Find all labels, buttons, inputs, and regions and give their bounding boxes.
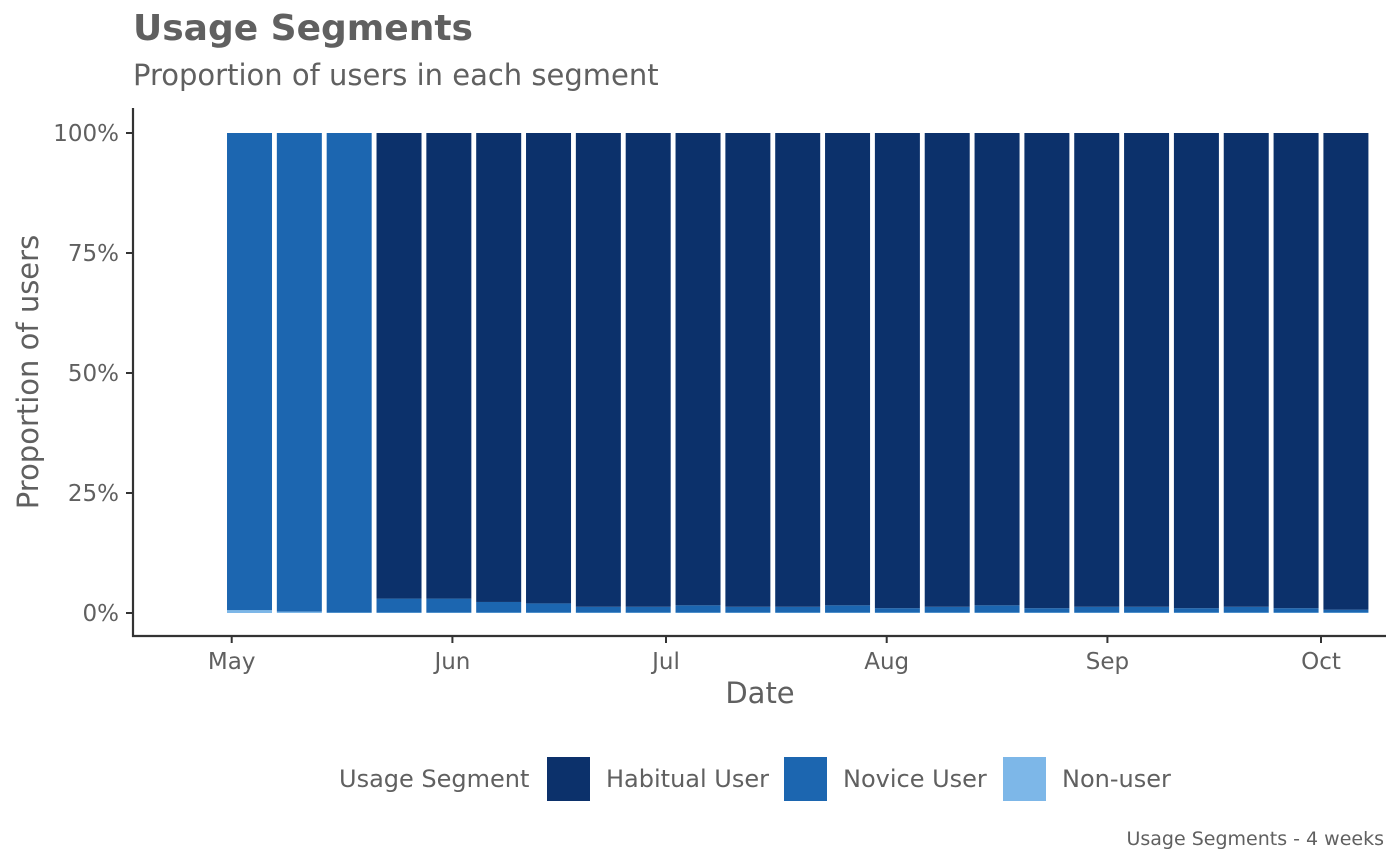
bar-segment-novice-user [675,605,721,613]
bar-segment-novice-user [575,606,621,613]
x-tick-label: Aug [864,649,909,675]
y-tick-label: 50% [68,361,119,387]
legend-title: Usage Segment [339,765,530,793]
y-axis-title: Proportion of users [11,234,45,510]
bar-segment-novice-user [1173,608,1219,613]
bar-segment-novice-user [1024,608,1070,613]
bar-segment-habitual-user [974,133,1020,606]
y-tick-label: 75% [68,241,119,267]
bar-segment-novice-user [924,606,970,613]
bar-segment-novice-user [625,606,671,613]
chart-title: Usage Segments [133,8,473,49]
bar-segment-non-user [276,611,322,613]
bar-segment-habitual-user [1074,133,1120,607]
bar-segment-habitual-user [1273,133,1319,609]
bar-segment-habitual-user [825,133,871,606]
y-tick-label: 0% [83,601,120,627]
legend-swatch-non-user [1003,757,1046,801]
x-ticks-group: May Jun Jul Aug Sep Oct [208,636,1341,675]
bar-segment-habitual-user [1223,133,1269,607]
bar-segment-habitual-user [1173,133,1219,609]
bar-segment-novice-user [476,601,522,613]
bar-segment-novice-user [276,133,322,612]
bar-segment-novice-user [526,603,572,613]
bar-segment-novice-user [874,608,920,613]
bar-segment-habitual-user [1024,133,1070,609]
x-tick-label: Sep [1086,649,1129,675]
bar-segment-novice-user [326,133,372,613]
bar-segment-non-user [227,610,273,613]
legend-swatch-novice [784,757,827,801]
y-ticks-group: 0% 25% 50% 75% 100% [53,121,133,627]
bar-segment-habitual-user [575,133,621,607]
bar-segment-novice-user [1124,606,1170,613]
bar-segment-habitual-user [526,133,572,604]
legend-label-non-user: Non-user [1062,765,1171,793]
bar-segment-habitual-user [775,133,821,607]
bar-segment-habitual-user [675,133,721,606]
legend-swatch-habitual [547,757,590,801]
bar-segment-habitual-user [1124,133,1170,607]
bar-segment-habitual-user [625,133,671,607]
bar-segment-habitual-user [476,133,522,602]
bar-segment-novice-user [1223,606,1269,613]
bar-segment-novice-user [1273,608,1319,613]
y-tick-label: 100% [53,121,119,147]
x-tick-label: Oct [1301,649,1341,675]
bar-segment-habitual-user [874,133,920,609]
x-tick-label: Jul [650,649,680,675]
bar-segment-novice-user [426,598,472,613]
chart-subtitle: Proportion of users in each segment [133,58,659,92]
bar-segment-novice-user [376,598,422,613]
legend-label-novice: Novice User [843,765,987,793]
x-axis-title: Date [725,676,795,710]
bar-segment-novice-user [227,133,273,611]
bars-group [227,133,1369,613]
chart-caption: Usage Segments - 4 weeks [1126,828,1384,850]
bar-segment-novice-user [825,605,871,613]
bar-segment-habitual-user [924,133,970,607]
bar-segment-novice-user [775,606,821,613]
bar-segment-habitual-user [376,133,422,599]
bar-segment-novice-user [725,606,771,613]
y-tick-label: 25% [68,481,119,507]
bar-segment-novice-user [1074,606,1120,613]
x-tick-label: May [208,649,256,675]
bar-segment-novice-user [1323,609,1369,613]
x-tick-label: Jun [432,649,470,675]
bar-segment-habitual-user [426,133,472,599]
bar-segment-habitual-user [725,133,771,607]
legend-label-habitual: Habitual User [606,765,769,793]
bar-segment-novice-user [974,605,1020,613]
bar-segment-habitual-user [1323,133,1369,610]
